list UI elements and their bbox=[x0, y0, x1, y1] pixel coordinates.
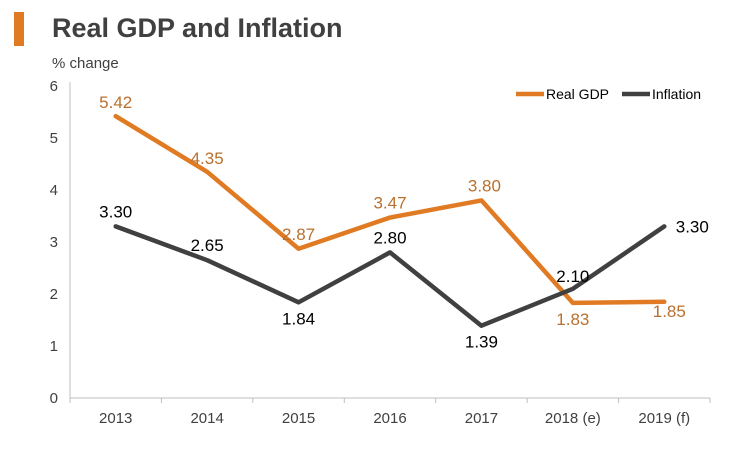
data-label-real-gdp: 3.47 bbox=[373, 194, 406, 213]
y-tick-label: 6 bbox=[50, 78, 58, 95]
data-label-inflation: 1.39 bbox=[465, 333, 498, 352]
y-tick-label: 3 bbox=[50, 234, 58, 251]
data-label-real-gdp: 1.85 bbox=[653, 302, 686, 321]
y-tick-label: 2 bbox=[50, 286, 58, 303]
y-tick-label: 1 bbox=[50, 338, 58, 355]
series-line-real-gdp bbox=[113, 113, 667, 306]
data-label-inflation: 1.84 bbox=[282, 309, 315, 328]
data-label-inflation: 2.10 bbox=[556, 267, 589, 286]
data-label-real-gdp: 3.80 bbox=[468, 176, 501, 195]
x-tick-label: 2014 bbox=[190, 410, 223, 427]
series-line-inflation bbox=[113, 224, 667, 328]
x-tick-label: 2019 (f) bbox=[638, 410, 690, 427]
data-label-inflation: 2.80 bbox=[373, 228, 406, 247]
data-label-real-gdp: 4.35 bbox=[191, 149, 224, 168]
data-label-inflation: 3.30 bbox=[676, 217, 709, 236]
y-axis-label: % change bbox=[52, 55, 119, 72]
data-label-real-gdp: 5.42 bbox=[99, 93, 132, 112]
data-label-inflation: 2.65 bbox=[191, 236, 224, 255]
y-tick-label: 5 bbox=[50, 130, 58, 147]
data-label-inflation: 3.30 bbox=[99, 202, 132, 221]
data-label-real-gdp: 2.87 bbox=[282, 225, 315, 244]
chart-title: Real GDP and Inflation bbox=[52, 13, 343, 43]
x-tick-label: 2016 bbox=[373, 410, 406, 427]
x-tick-label: 2013 bbox=[99, 410, 132, 427]
y-tick-label: 0 bbox=[50, 390, 58, 407]
y-tick-label: 4 bbox=[50, 182, 58, 199]
x-tick-label: 2018 (e) bbox=[545, 410, 601, 427]
x-tick-label: 2017 bbox=[465, 410, 498, 427]
legend-label: Inflation bbox=[652, 86, 701, 102]
x-tick-label: 2015 bbox=[282, 410, 315, 427]
legend-label: Real GDP bbox=[546, 86, 609, 102]
data-label-real-gdp: 1.83 bbox=[556, 310, 589, 329]
title-accent-bar bbox=[14, 12, 24, 46]
